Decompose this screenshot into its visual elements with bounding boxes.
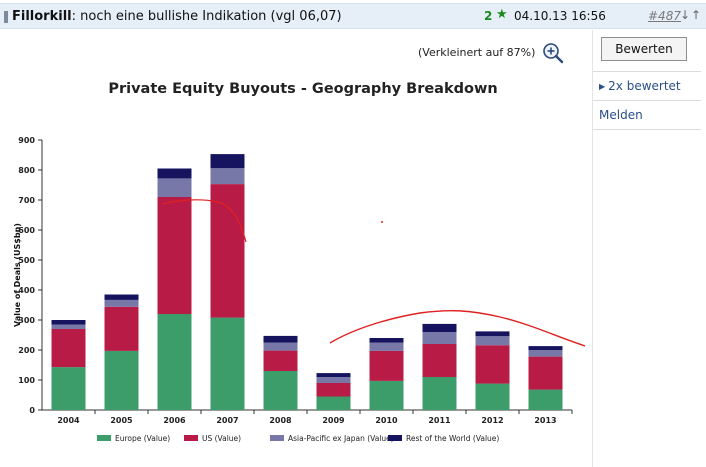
y-tick-label: 100 xyxy=(18,376,35,385)
rated-link-label: 2x bewertet xyxy=(608,79,681,93)
bar-segment xyxy=(51,367,86,410)
report-link[interactable]: Melden xyxy=(599,108,643,122)
bar-segment xyxy=(51,320,86,325)
bar-segment xyxy=(263,350,298,371)
legend-label: Europe (Value) xyxy=(115,434,170,443)
sort-arrows-icon[interactable]: ↓↑ xyxy=(680,8,703,22)
bar-segment xyxy=(210,154,245,169)
buyouts-chart: Private Equity Buyouts - Geography Break… xyxy=(13,81,586,443)
x-tick-label: 2013 xyxy=(534,416,556,425)
bar-segment xyxy=(475,383,510,410)
author-separator: : xyxy=(71,9,76,24)
y-tick-label: 400 xyxy=(18,286,35,295)
post-header: Fillorkill: noch eine bullishe Indikatio… xyxy=(0,3,706,29)
legend-swatch xyxy=(388,435,402,441)
bar-segment xyxy=(528,350,563,357)
bar-segment xyxy=(369,342,404,351)
header-marker xyxy=(4,11,8,23)
bar-segment xyxy=(104,306,139,351)
bar-segment xyxy=(157,197,192,314)
x-tick-label: 2005 xyxy=(110,416,133,425)
bar-segment xyxy=(316,377,351,383)
x-tick-label: 2006 xyxy=(163,416,186,425)
bar-segment xyxy=(422,377,457,410)
legend-swatch xyxy=(184,435,198,441)
legend-label: US (Value) xyxy=(202,434,241,443)
legend-swatch xyxy=(270,435,284,441)
post-date: 04.10.13 16:56 xyxy=(514,9,606,23)
rating-count: 2 xyxy=(484,9,493,23)
bar-segment xyxy=(51,329,86,368)
bar-segment xyxy=(210,317,245,410)
x-tick-label: 2004 xyxy=(57,416,80,425)
post-author[interactable]: Fillorkill xyxy=(12,9,72,24)
legend-label: Asia-Pacific ex Japan (Value) xyxy=(288,434,394,443)
bar-segment xyxy=(528,389,563,410)
bar-segment xyxy=(475,345,510,384)
y-tick-label: 300 xyxy=(18,316,35,325)
hand-drawn-annotation xyxy=(161,199,247,243)
sidebar-divider xyxy=(593,100,701,101)
bar-segment xyxy=(422,332,457,344)
bar-segment xyxy=(528,346,563,350)
bar-segment xyxy=(263,371,298,410)
x-tick-label: 2009 xyxy=(322,416,345,425)
bar-segment xyxy=(475,331,510,337)
bar-segment xyxy=(263,335,298,343)
post-sidebar: Bewerten ▶ 2x bewertet Melden xyxy=(592,30,706,467)
bar-segment xyxy=(528,356,563,390)
bar-segment xyxy=(157,168,192,179)
y-tick-label: 700 xyxy=(18,196,35,205)
y-tick-label: 0 xyxy=(29,406,35,415)
legend-label: Rest of the World (Value) xyxy=(406,434,499,443)
bar-segment xyxy=(104,350,139,410)
y-tick-label: 500 xyxy=(18,256,35,265)
zoom-note: (Verkleinert auf 87%) xyxy=(418,46,536,59)
post-title-line: Fillorkill: noch eine bullishe Indikatio… xyxy=(12,9,342,24)
bar-segment xyxy=(51,324,86,329)
star-icon: ★ xyxy=(496,7,508,22)
x-tick-label: 2011 xyxy=(428,416,451,425)
zoom-in-icon[interactable] xyxy=(542,42,564,64)
bar-segment xyxy=(475,336,510,346)
x-tick-label: 2012 xyxy=(481,416,503,425)
y-tick-label: 200 xyxy=(18,346,35,355)
bar-segment xyxy=(104,294,139,300)
bar-segment xyxy=(157,314,192,410)
bar-segment xyxy=(369,350,404,381)
x-tick-label: 2008 xyxy=(269,416,292,425)
y-tick-label: 900 xyxy=(18,136,35,145)
hand-drawn-annotation xyxy=(381,221,383,223)
bar-segment xyxy=(369,380,404,410)
bar-segment xyxy=(210,184,245,318)
bar-segment xyxy=(369,338,404,343)
bar-segment xyxy=(316,396,351,410)
bar-segment xyxy=(157,178,192,197)
bar-segment xyxy=(263,342,298,351)
bar-segment xyxy=(316,383,351,397)
chart-title: Private Equity Buyouts - Geography Break… xyxy=(108,81,497,97)
sidebar-divider xyxy=(593,71,701,72)
y-tick-label: 800 xyxy=(18,166,35,175)
legend-swatch xyxy=(97,435,111,441)
rate-button[interactable]: Bewerten xyxy=(601,37,687,61)
post-content: (Verkleinert auf 87%) Private Equity Buy… xyxy=(0,30,592,467)
post-title: noch eine bullishe Indikation (vgl 06,07… xyxy=(80,9,342,24)
bar-segment xyxy=(422,344,457,377)
x-tick-label: 2010 xyxy=(375,416,398,425)
bar-segment xyxy=(210,168,245,185)
bar-segment xyxy=(422,323,457,332)
triangle-right-icon: ▶ xyxy=(599,82,606,91)
x-tick-label: 2007 xyxy=(216,416,238,425)
y-axis-label: Value of Deals (US$bn) xyxy=(13,223,22,327)
bar-segment xyxy=(316,373,351,377)
bar-segment xyxy=(104,299,139,307)
sidebar-divider xyxy=(593,129,701,130)
hand-drawn-annotation xyxy=(329,309,586,347)
y-tick-label: 600 xyxy=(18,226,35,235)
rated-link[interactable]: ▶ 2x bewertet xyxy=(599,79,681,93)
post-number-link[interactable]: #487 xyxy=(648,9,681,23)
